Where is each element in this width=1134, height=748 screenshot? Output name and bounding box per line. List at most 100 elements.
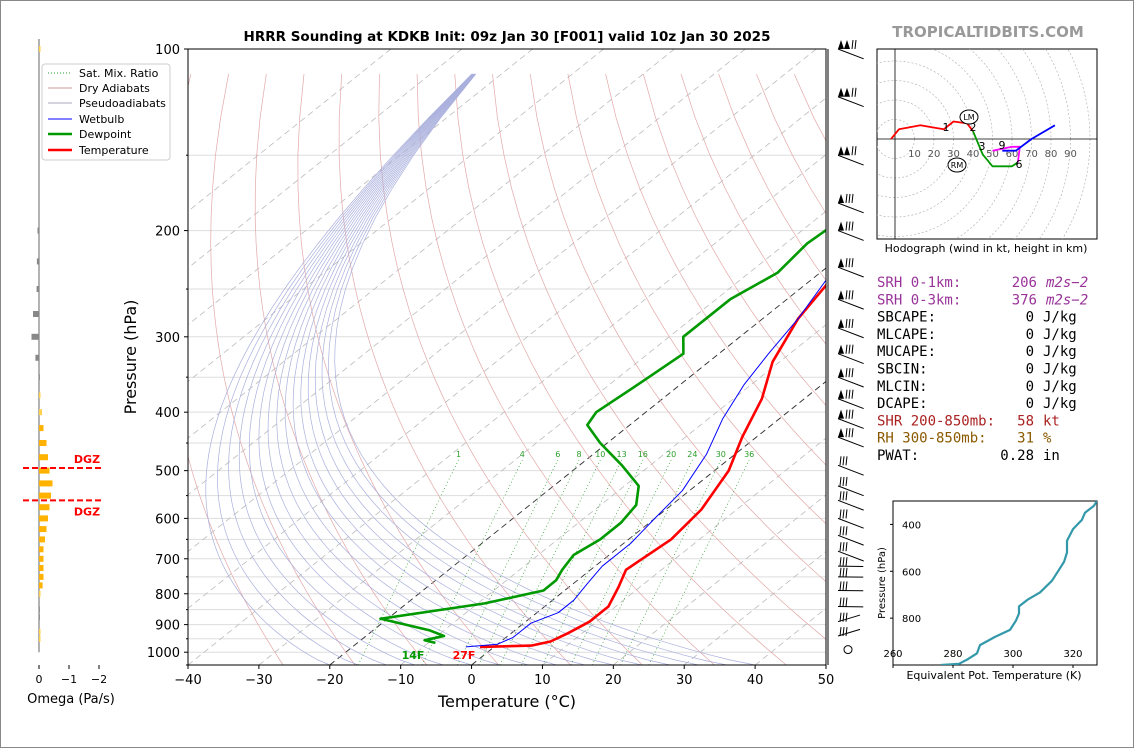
wind-barb-pennant — [838, 368, 844, 378]
pseudoadiabat-line — [300, 73, 614, 665]
omega-bar — [39, 565, 44, 571]
wind-barb-feather — [851, 193, 854, 204]
index-unit: J/kg — [1043, 379, 1077, 395]
wind-barb-feather — [842, 581, 845, 591]
storm-motion-label: RM — [951, 161, 964, 170]
index-label: SHR 200-850mb: — [877, 413, 995, 429]
wind-barb — [837, 567, 864, 578]
mixing-ratio-label: 13 — [617, 450, 627, 459]
wind-barb — [837, 368, 864, 388]
pseudoadiabat-line — [258, 73, 474, 665]
index-unit: m2s−2 — [1045, 292, 1088, 308]
dry-adiabat-line — [605, 73, 826, 466]
pseudoadiabat-line — [321, 73, 699, 665]
omega-axis-label: Omega (Pa/s) — [27, 692, 115, 707]
wind-barb-pennant — [838, 258, 844, 268]
wind-barb-feather — [839, 476, 842, 486]
index-unit: % — [1043, 431, 1052, 447]
omega-bar — [39, 635, 41, 642]
wind-barb-feather — [839, 612, 842, 622]
omega-tick-label: 0 — [36, 673, 43, 686]
wind-barb-feather — [845, 344, 848, 354]
wind-barb-feather — [854, 87, 857, 97]
wind-barb-feather — [854, 39, 857, 50]
wind-barb — [837, 87, 864, 108]
omega-bar — [38, 614, 40, 621]
wind-barb-feather — [851, 428, 854, 438]
hodograph-ring-label: 20 — [928, 149, 941, 160]
wind-barb-shaft — [837, 48, 864, 60]
wind-barb-shaft — [837, 266, 864, 278]
theta-e-y-tick-label: 800 — [902, 614, 921, 625]
skewt-profiles — [379, 228, 826, 649]
y-tick-label: 200 — [155, 225, 180, 240]
index-value: 0.28 — [1000, 448, 1034, 464]
dry-adiabat-line — [210, 73, 356, 665]
dry-adiabat-line — [188, 73, 284, 665]
wind-barb — [837, 491, 864, 511]
omega-bar — [36, 286, 39, 292]
index-value: 376 — [1012, 292, 1037, 308]
wind-barb — [837, 581, 864, 592]
wind-barb-feather — [848, 344, 851, 354]
mixing-ratio-line — [570, 459, 672, 665]
wind-barb-feather — [845, 567, 848, 577]
omega-bar — [39, 440, 47, 446]
legend: Sat. Mix. Ratio Dry Adiabats Pseudoadiab… — [41, 63, 171, 161]
isotherm-line — [188, 154, 826, 665]
y-tick-label: 600 — [155, 512, 180, 527]
hodograph-ring-label: 90 — [1064, 149, 1077, 160]
theta-e-x-tick-label: 300 — [1003, 649, 1022, 660]
legend-label: Dewpoint — [79, 128, 132, 141]
wind-barb-feather — [851, 389, 854, 399]
wind-barb-feather — [845, 193, 848, 204]
wind-barb-feather — [848, 290, 851, 300]
wind-barb-feather — [842, 612, 845, 622]
index-value: 0 — [1026, 379, 1034, 395]
x-tick-label: 30 — [676, 673, 693, 688]
isotherm-line — [188, 49, 604, 382]
wind-barb-feather — [839, 626, 842, 637]
dry-adiabat-line — [680, 73, 826, 345]
omega-bar — [36, 258, 39, 265]
wind-barb-feather — [848, 221, 851, 231]
hodograph-ring-label: 70 — [1025, 149, 1038, 160]
isotherm-line — [188, 49, 675, 439]
y-tick-label: 700 — [155, 553, 180, 568]
wind-barb — [837, 344, 864, 365]
wind-barb-pennant — [838, 409, 844, 419]
wind-barb-feather — [842, 509, 845, 519]
x-tick-label: 50 — [818, 673, 835, 688]
wind-barb — [837, 597, 864, 608]
omega-bar — [39, 515, 48, 522]
hodograph-ring-label: 60 — [1006, 149, 1019, 160]
wind-barb-feather — [845, 597, 848, 607]
wind-barb-shaft — [837, 398, 864, 410]
wind-barb-feather — [842, 491, 845, 501]
wind-barb-feather — [845, 509, 848, 519]
legend-label: Wetbulb — [79, 113, 124, 126]
omega-bar — [39, 392, 41, 399]
wind-barb-feather — [851, 344, 854, 354]
wind-barb-feather — [845, 221, 848, 231]
theta-e-clip — [940, 501, 1097, 665]
wind-barb-pennant — [844, 146, 850, 156]
omega-bar — [39, 536, 45, 543]
index-unit: J/kg — [1043, 327, 1077, 343]
hodograph-ring-label: 50 — [986, 149, 999, 160]
index-label: SBCIN: — [877, 362, 928, 378]
wind-barb-pennant — [838, 290, 844, 300]
wind-barb-feather — [848, 389, 851, 399]
hodograph-panel: 10 20 30 40 50 60 70 80 90 1 23 69 LM RM — [876, 48, 1098, 240]
wind-barb-feather — [848, 428, 851, 438]
hodograph-trace — [992, 145, 1021, 163]
wind-barb-shaft — [837, 436, 864, 448]
index-unit: m2s−2 — [1045, 275, 1088, 291]
wind-barb-feather — [845, 526, 848, 536]
legend-frame — [41, 63, 171, 161]
wind-barb-shaft — [837, 353, 864, 365]
wind-barb-shaft — [837, 534, 864, 546]
profile-temperature — [479, 283, 826, 649]
pseudoadiabat-line — [248, 73, 474, 665]
